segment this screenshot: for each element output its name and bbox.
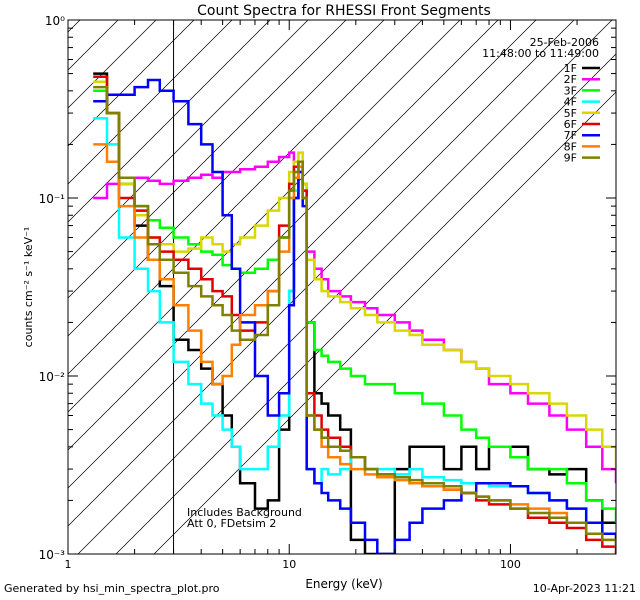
hatch-line [68, 20, 233, 185]
time-range-label: 11:48:00 to 11:49:00 [482, 47, 599, 60]
annotation-background: Includes Background [187, 506, 302, 519]
legend-label-9F: 9F [564, 152, 577, 165]
generated-by-label: Generated by hsi_min_spectra_plot.pro [4, 582, 220, 595]
hatch-line [68, 20, 347, 299]
series-group [93, 72, 616, 554]
x-tick-label: 1 [65, 558, 72, 571]
x-tick-label: 10 [282, 558, 296, 571]
hatch-line [68, 20, 195, 147]
x-tick-label: 100 [500, 558, 521, 571]
series-line-7F [93, 78, 616, 554]
x-axis-label: Energy (keV) [305, 577, 382, 591]
series-line-9F [93, 85, 616, 547]
legend-label-3F: 3F [564, 84, 577, 97]
axes: 1 10 100 10⁰ 10⁻¹ 10⁻² 10⁻³ [39, 14, 617, 571]
legend-label-5F: 5F [564, 107, 577, 120]
hatch-line [77, 20, 613, 554]
y-tick-label: 10⁻¹ [39, 192, 66, 206]
hatch-line [153, 91, 616, 554]
hatch-line [68, 20, 423, 375]
hatch-line [68, 20, 537, 489]
hatch-line [68, 20, 271, 223]
hatch-line [68, 20, 461, 413]
y-tick-label: 10⁻² [39, 370, 66, 384]
series-line-6F [93, 75, 616, 554]
y-tick-label: 10⁰ [45, 14, 65, 28]
legend-label-7F: 7F [564, 129, 577, 142]
hatch-line [115, 53, 616, 554]
y-tick-label: 10⁻³ [39, 548, 66, 562]
footer-timestamp: 10-Apr-2023 11:21 [532, 582, 636, 595]
legend-label-2F: 2F [564, 73, 577, 86]
plot-frame [67, 19, 617, 555]
legend-label-8F: 8F [564, 140, 577, 153]
legend-label-6F: 6F [564, 118, 577, 131]
hatch-line [68, 20, 157, 109]
legend-label-4F: 4F [564, 96, 577, 109]
hatch-line [68, 20, 575, 527]
series-line-5F [93, 80, 616, 470]
y-axis-label: counts cm⁻² s⁻¹ keV⁻¹ [22, 227, 35, 348]
hatch-line [68, 20, 385, 337]
hatched-region [68, 20, 616, 554]
hatch-line [68, 20, 309, 261]
chart-title: Count Spectra for RHESSI Front Segments [197, 3, 491, 19]
date-label: 25-Feb-2006 [530, 36, 599, 49]
legend-label-1F: 1F [564, 62, 577, 75]
annotation-attenuator: Att 0, FDetsim 2 [187, 517, 276, 530]
